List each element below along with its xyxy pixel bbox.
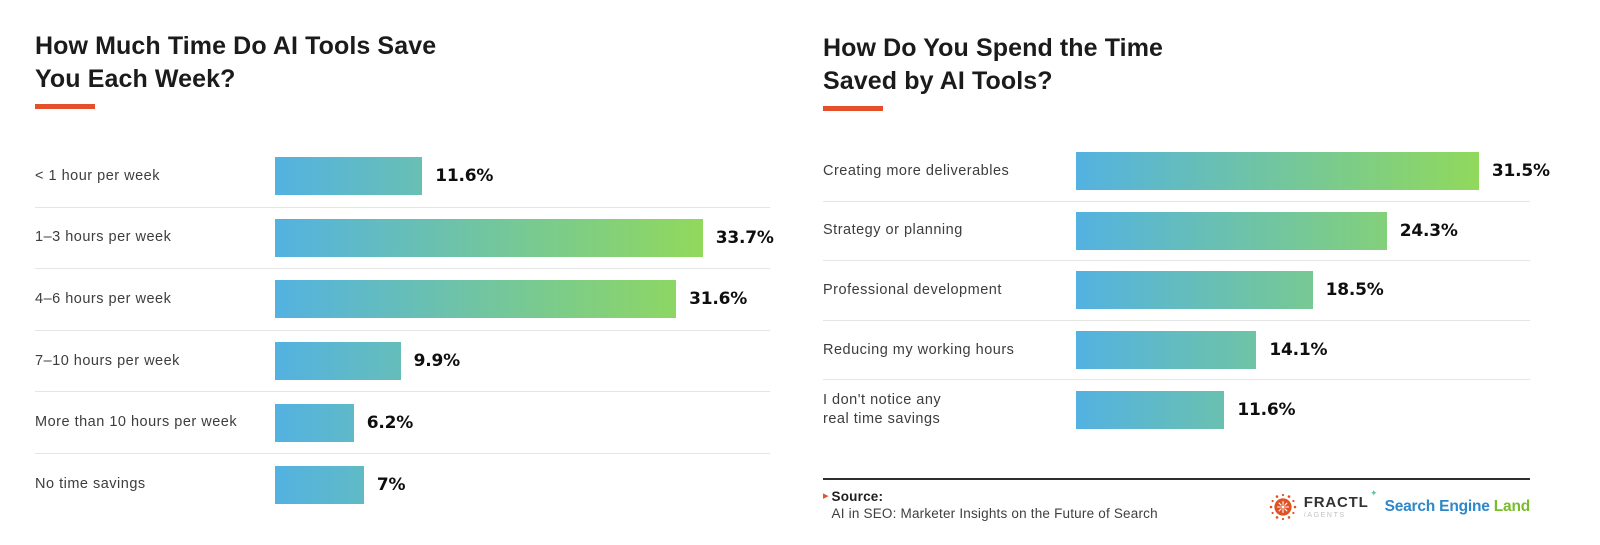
bar-row: 1–3 hours per week 33.7% xyxy=(35,208,774,270)
category-label: Reducing my working hours xyxy=(823,341,1015,358)
source-arrow-icon: ▸ xyxy=(823,489,829,502)
chart-title-line2: Saved by AI Tools? xyxy=(823,67,1053,95)
bar-area: 33.7% xyxy=(275,218,774,257)
bar-area: 7% xyxy=(275,465,770,504)
bar-value-label: 11.6% xyxy=(435,166,494,187)
category-label: < 1 hour per week xyxy=(35,167,160,184)
chart-title-line2: You Each Week? xyxy=(35,65,236,93)
bar-row: Reducing my working hours 14.1% xyxy=(823,321,1530,381)
title-accent-underline xyxy=(823,106,883,111)
bar-row: 7–10 hours per week 9.9% xyxy=(35,331,770,393)
sel-search-engine: Search Engine xyxy=(1384,497,1490,515)
chart-body: < 1 hour per week 11.6% 1–3 hours per we… xyxy=(35,146,774,516)
bar-value-label: 7% xyxy=(376,474,406,495)
category-label: 1–3 hours per week xyxy=(35,229,172,246)
bar-value-label: 31.5% xyxy=(1491,161,1550,182)
bar xyxy=(275,218,703,257)
logos: FRACTL ✦ /AGENTS Search Engine Land xyxy=(1268,488,1531,522)
category-label: I don't notice any real time savings xyxy=(823,392,942,428)
bar-value-label: 24.3% xyxy=(1399,220,1458,241)
bar xyxy=(275,157,423,196)
fractl-name: FRACTL xyxy=(1303,493,1369,511)
bar-area: 31.6% xyxy=(275,280,770,319)
search-engine-land-logo: Search Engine Land xyxy=(1384,497,1531,516)
fractl-burst-icon xyxy=(1269,493,1297,521)
bar-area: 18.5% xyxy=(1076,271,1530,310)
bar xyxy=(275,342,401,381)
bar-value-label: 18.5% xyxy=(1325,280,1384,301)
source-title: AI in SEO: Marketer Insights on the Futu… xyxy=(831,505,1158,521)
category-label: Creating more deliverables xyxy=(823,162,1010,179)
bar xyxy=(275,280,677,319)
source-label: Source: xyxy=(831,488,884,504)
bar-row: Professional development 18.5% xyxy=(823,261,1530,321)
source-block: ▸ Source: AI in SEO: Marketer Insights o… xyxy=(823,488,1158,523)
sel-land: Land xyxy=(1493,497,1530,515)
bar-value-label: 6.2% xyxy=(366,412,414,433)
category-label: More than 10 hours per week xyxy=(35,414,238,431)
bar-area: 24.3% xyxy=(1076,211,1530,250)
chart-body: Creating more deliverables 31.5% Strateg… xyxy=(823,142,1550,440)
bar-row: 4–6 hours per week 31.6% xyxy=(35,269,770,331)
bar-value-label: 14.1% xyxy=(1269,340,1328,361)
bar xyxy=(1076,152,1479,191)
category-label: 7–10 hours per week xyxy=(35,352,180,369)
bar-row: I don't notice any real time savings 11.… xyxy=(823,380,1530,440)
bar xyxy=(1076,211,1387,250)
bar-value-label: 11.6% xyxy=(1237,400,1296,421)
bar-row: No time savings 7% xyxy=(35,454,770,516)
chart-title: How Do You Spend the Time Saved by AI To… xyxy=(823,32,1530,98)
chart-time-spent: How Do You Spend the Time Saved by AI To… xyxy=(823,32,1550,523)
bar-row: Creating more deliverables 31.5% xyxy=(823,142,1550,202)
fractl-wordmark: FRACTL ✦ /AGENTS xyxy=(1303,488,1378,519)
fractl-sparkle-icon: ✦ xyxy=(1370,487,1378,498)
bar-area: 31.5% xyxy=(1076,152,1550,191)
chart-title-line1: How Do You Spend the Time xyxy=(823,34,1164,62)
title-accent-underline xyxy=(35,104,95,109)
bar-row: Strategy or planning 24.3% xyxy=(823,202,1530,262)
source-footer: ▸ Source: AI in SEO: Marketer Insights o… xyxy=(823,477,1531,523)
bar-row: < 1 hour per week 11.6% xyxy=(35,146,770,208)
bar-area: 9.9% xyxy=(275,342,770,381)
bar-value-label: 9.9% xyxy=(413,351,461,372)
bar-area: 6.2% xyxy=(275,403,770,442)
category-label: Strategy or planning xyxy=(823,222,963,239)
bar-value-label: 31.6% xyxy=(689,289,748,310)
chart-title-line1: How Much Time Do AI Tools Save xyxy=(35,32,437,60)
bar xyxy=(1076,391,1225,430)
category-label: No time savings xyxy=(35,476,146,493)
fractl-logo: FRACTL ✦ /AGENTS xyxy=(1268,488,1378,522)
fractl-agents-label: /AGENTS xyxy=(1303,511,1346,519)
bar-row: More than 10 hours per week 6.2% xyxy=(35,392,770,454)
chart-title: How Much Time Do AI Tools Save You Each … xyxy=(35,30,770,96)
bar-area: 14.1% xyxy=(1076,331,1530,370)
category-label: Professional development xyxy=(823,281,1002,298)
bar xyxy=(1076,331,1257,370)
chart-time-saved: How Much Time Do AI Tools Save You Each … xyxy=(35,30,774,516)
category-label: 4–6 hours per week xyxy=(35,290,172,307)
bar-value-label: 33.7% xyxy=(715,227,774,248)
bar-area: 11.6% xyxy=(275,157,770,196)
bar xyxy=(275,403,354,442)
bar xyxy=(1076,271,1313,310)
bar xyxy=(275,465,364,504)
bar-area: 11.6% xyxy=(1076,391,1530,430)
